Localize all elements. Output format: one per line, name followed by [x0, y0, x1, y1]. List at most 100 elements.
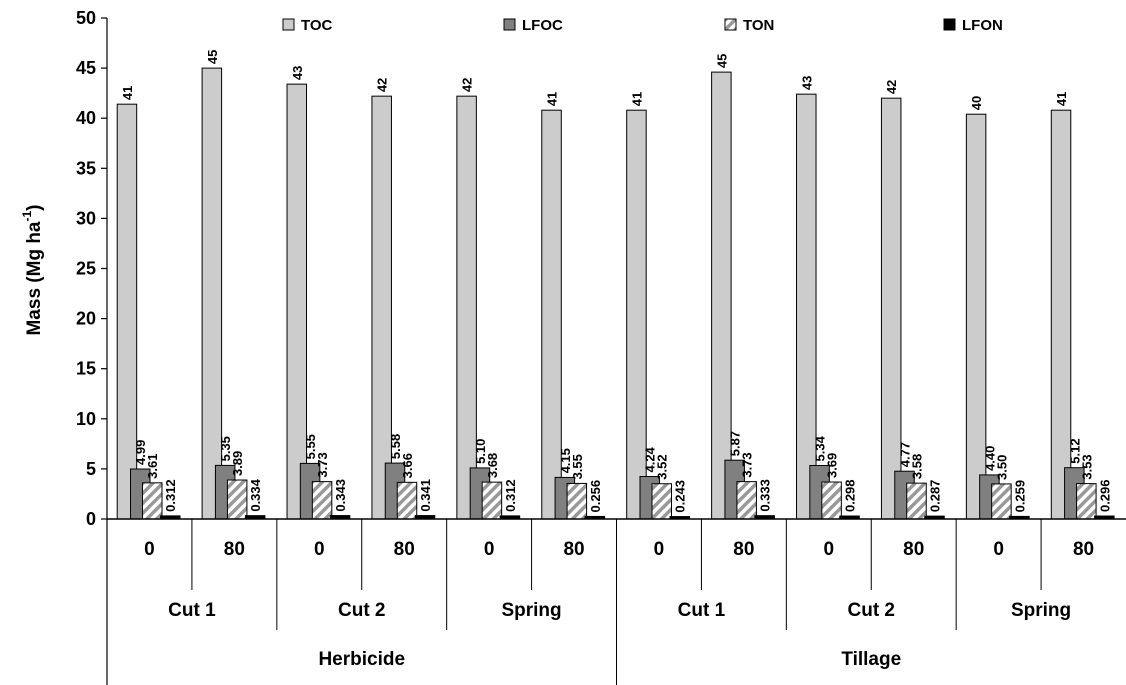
value-label-lfon-0: 0.312: [163, 479, 178, 512]
value-label-lfon-8: 0.298: [843, 479, 858, 512]
value-label-toc-0: 41: [120, 86, 135, 100]
value-label-toc-4: 42: [460, 78, 475, 92]
value-label-ton-10: 3.50: [994, 455, 1009, 480]
group-label-0: Herbicide: [318, 649, 405, 670]
bar-ton-9: [906, 482, 927, 520]
value-label-lfon-10: 0.259: [1012, 480, 1027, 513]
bar-ton-1: [226, 479, 248, 520]
value-label-toc-3: 42: [375, 78, 390, 92]
bars: 41 45 43 42 42 41 41 45 43 42 40 41 4.99 5.35 5.55 5.58…: [107, 50, 1126, 520]
value-label-toc-5: 41: [545, 92, 560, 106]
value-label-lfon-7: 0.333: [758, 479, 773, 512]
y-tick-label-5: 25: [76, 259, 96, 279]
value-label-ton-4: 3.68: [485, 453, 500, 478]
legend-label-ton: TON: [743, 17, 774, 34]
legend-swatch-lfon: [943, 18, 956, 31]
value-label-ton-5: 3.55: [570, 454, 585, 479]
bar-ton-6: [651, 483, 672, 520]
value-label-lfoc-2: 5.55: [303, 434, 318, 459]
bar-ton-2: [311, 481, 333, 520]
subgroup-label-2: Spring: [501, 600, 561, 621]
level-label-8: 0: [824, 539, 835, 560]
category-axis: 0 80 0 80 0 80 0 80 0 80 0 80 Cut 1 Cut 2 Spring Cut 1 C…: [106, 519, 1094, 685]
value-label-lfon-1: 0.334: [248, 478, 263, 511]
value-label-toc-10: 40: [969, 96, 984, 110]
bar-ton-7: [736, 481, 757, 520]
value-label-toc-6: 41: [629, 92, 644, 106]
value-label-lfoc-11: 5.12: [1067, 438, 1082, 463]
value-label-toc-2: 43: [290, 66, 305, 80]
value-label-lfon-11: 0.296: [1097, 479, 1112, 512]
level-label-4: 0: [484, 539, 495, 560]
y-tick-label-4: 20: [76, 309, 96, 329]
legend-swatch-lfoc: [503, 18, 516, 31]
value-label-ton-7: 3.73: [740, 452, 755, 477]
value-label-lfoc-8: 5.34: [813, 435, 828, 461]
bar-ton-4: [481, 481, 503, 520]
y-axis-title-sup: -1: [20, 210, 34, 221]
y-axis-title-close: ): [24, 204, 45, 210]
y-axis: 0 5 10 15 20 25 30 35 40 45 50: [76, 8, 108, 529]
bar-ton-3: [396, 481, 418, 520]
value-label-ton-3: 3.66: [400, 453, 415, 478]
value-label-lfon-2: 0.343: [333, 479, 348, 512]
level-label-9: 80: [903, 539, 924, 560]
value-label-lfoc-3: 5.58: [388, 434, 403, 459]
y-tick-label-9: 45: [76, 58, 96, 78]
value-label-toc-7: 45: [714, 54, 729, 68]
level-label-0: 0: [144, 539, 155, 560]
y-tick-label-10: 50: [76, 8, 96, 28]
level-label-7: 80: [733, 539, 754, 560]
level-label-3: 80: [394, 539, 415, 560]
bar-ton-8: [821, 481, 842, 520]
value-label-lfoc-4: 5.10: [473, 439, 488, 464]
value-label-toc-11: 41: [1054, 92, 1069, 106]
value-label-lfoc-0: 4.99: [133, 440, 148, 465]
subgroup-label-4: Cut 2: [848, 600, 896, 621]
value-label-ton-11: 3.53: [1079, 454, 1094, 479]
subgroup-label-0: Cut 1: [168, 600, 216, 621]
y-tick-label-2: 10: [76, 409, 96, 429]
value-label-lfon-5: 0.256: [588, 480, 603, 513]
legend-swatch-toc: [282, 18, 295, 31]
value-label-lfon-3: 0.341: [418, 479, 433, 512]
bar-ton-0: [142, 482, 163, 520]
bar-ton-10: [991, 483, 1012, 520]
level-label-6: 0: [654, 539, 665, 560]
value-label-lfoc-5: 4.15: [558, 448, 573, 473]
value-label-lfoc-10: 4.40: [982, 446, 997, 471]
value-label-toc-1: 45: [205, 50, 220, 64]
legend: TOC LFOC TON LFON: [282, 17, 1003, 34]
legend-label-toc: TOC: [301, 17, 333, 34]
level-label-10: 0: [993, 539, 1004, 560]
value-label-ton-2: 3.73: [315, 452, 330, 477]
value-label-lfoc-6: 4.24: [643, 446, 658, 472]
value-label-ton-8: 3.69: [825, 453, 840, 478]
bar-ton-11: [1076, 483, 1097, 520]
y-tick-label-3: 15: [76, 359, 96, 379]
value-label-lfoc-7: 5.87: [728, 431, 743, 456]
value-label-lfoc-9: 4.77: [898, 442, 913, 467]
y-tick-label-7: 35: [76, 158, 96, 178]
level-label-11: 80: [1073, 539, 1094, 560]
y-tick-label-8: 40: [76, 108, 96, 128]
value-label-toc-9: 42: [884, 80, 899, 94]
subgroup-label-1: Cut 2: [338, 600, 386, 621]
bar-ton-5: [566, 482, 588, 520]
value-label-lfon-9: 0.287: [928, 480, 943, 513]
group-label-1: Tillage: [841, 649, 901, 670]
value-label-ton-9: 3.58: [910, 454, 925, 479]
value-label-toc-8: 43: [799, 76, 814, 90]
level-label-5: 80: [563, 539, 584, 560]
legend-label-lfon: LFON: [962, 17, 1003, 34]
y-tick-label-1: 5: [86, 459, 96, 479]
subgroup-label-5: Spring: [1011, 600, 1071, 621]
value-label-lfon-6: 0.243: [673, 480, 688, 513]
value-label-lfoc-1: 5.35: [218, 436, 233, 461]
value-label-ton-1: 3.89: [230, 451, 245, 476]
subgroup-label-3: Cut 1: [678, 600, 726, 621]
value-label-ton-0: 3.61: [145, 454, 160, 479]
y-axis-title: Mass (Mg ha-1): [20, 204, 45, 335]
value-label-ton-6: 3.52: [655, 454, 670, 479]
